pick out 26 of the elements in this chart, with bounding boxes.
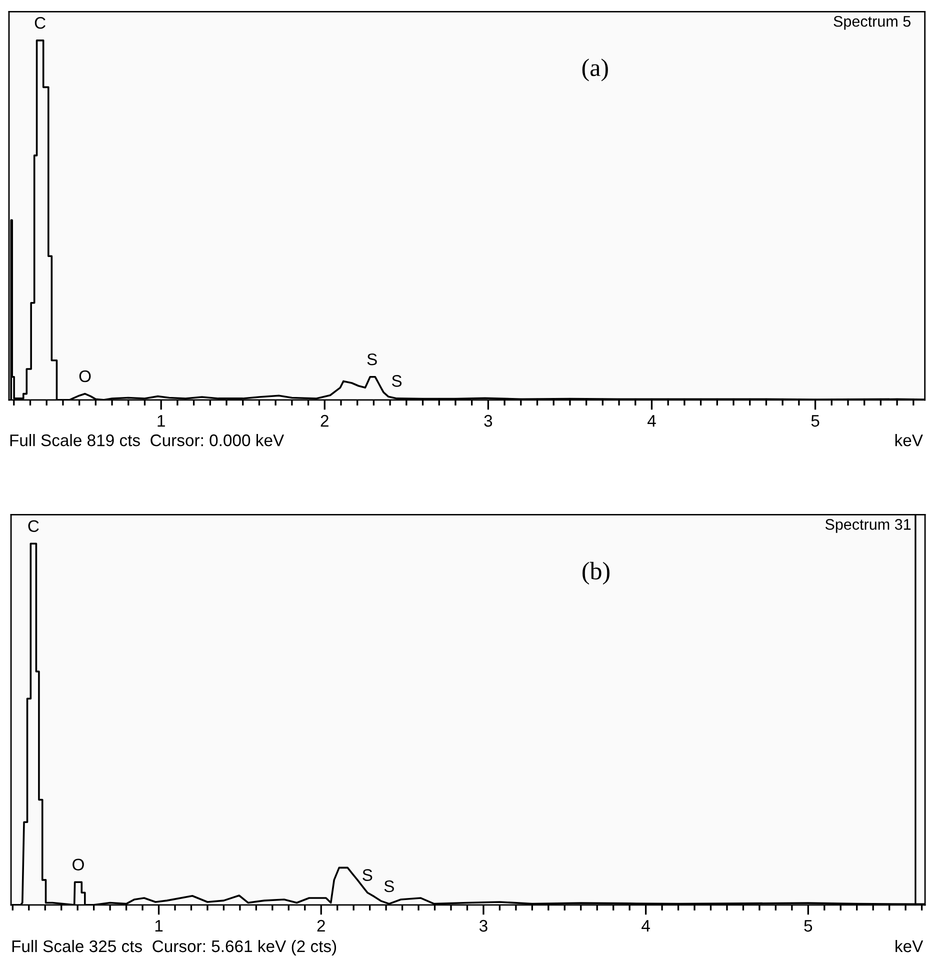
text: Spectrum 5 bbox=[834, 16, 910, 30]
x-tick-label: 3 bbox=[484, 414, 492, 427]
x-tick-label: 1 bbox=[155, 920, 163, 932]
annotation: S bbox=[367, 353, 377, 366]
text: Spectrum 31 bbox=[825, 519, 911, 533]
x-tick-label: 2 bbox=[320, 414, 328, 427]
annotation: S bbox=[384, 880, 394, 892]
annotation: S bbox=[392, 375, 402, 387]
annotation: C bbox=[28, 520, 39, 532]
annotation: (a) bbox=[582, 58, 608, 82]
annotation: O bbox=[72, 858, 84, 870]
text: Full Scale 819 cts Cursor: 0.000 keV bbox=[10, 434, 284, 446]
x-tick-label: 5 bbox=[811, 415, 820, 427]
x-tick-label: 2 bbox=[317, 920, 325, 932]
annotation: O bbox=[79, 370, 91, 382]
x-tick-label: 5 bbox=[804, 920, 812, 932]
x-tick-label: 4 bbox=[647, 415, 656, 427]
annotation: C bbox=[34, 17, 46, 29]
text: Full Scale 325 cts Cursor: 5.661 keV (2 cts) bbox=[12, 940, 336, 956]
x-axis-title: keV bbox=[896, 940, 924, 952]
x-tick-label: 4 bbox=[642, 920, 650, 932]
x-tick-label: 3 bbox=[479, 920, 488, 932]
annotation: S bbox=[362, 869, 372, 881]
x-axis-title: keV bbox=[895, 434, 923, 446]
annotation: (b) bbox=[582, 562, 610, 585]
x-tick-label: 1 bbox=[158, 415, 165, 427]
